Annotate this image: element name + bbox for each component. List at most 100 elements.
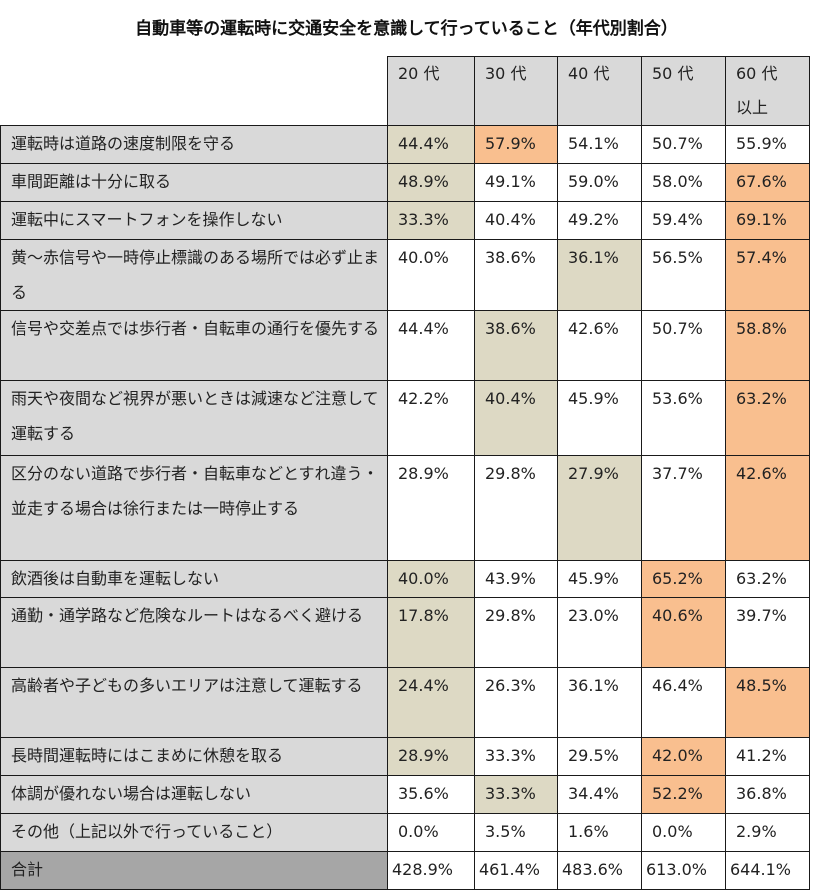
- total-value-cell: 428.9%: [387, 851, 475, 890]
- value-cell: 42.0%: [641, 737, 726, 776]
- value-cell: 50.7%: [641, 125, 726, 164]
- row-label: 信号や交差点では歩行者・自転車の通行を優先する: [0, 310, 388, 381]
- table-row: その他（上記以外で行っていること） 0.0% 3.5% 1.6% 0.0% 2.9%: [0, 813, 810, 852]
- value-cell: 38.6%: [474, 239, 558, 311]
- column-header-50s: 50 代: [641, 56, 726, 126]
- table-row: 高齢者や子どもの多いエリアは注意して運転する 24.4% 26.3% 36.1% 46.…: [0, 667, 810, 738]
- column-header-30s: 30 代: [474, 56, 558, 126]
- value-cell: 42.6%: [725, 455, 810, 561]
- age-group-table: 20 代 30 代 40 代 50 代 60 代以上 運転時は道路の速度制限を守…: [0, 56, 810, 890]
- value-cell: 34.4%: [557, 775, 642, 814]
- row-label: 区分のない道路で歩行者・自転車などとすれ違う・並走する場合は徐行または一時停止す…: [0, 455, 388, 561]
- table-row: 雨天や夜間など視界が悪いときは減速など注意して運転する 42.2% 40.4% 45.…: [0, 380, 810, 456]
- value-cell: 41.2%: [725, 737, 810, 776]
- header-row: 20 代 30 代 40 代 50 代 60 代以上: [0, 56, 810, 126]
- value-cell: 40.6%: [641, 597, 726, 668]
- value-cell: 2.9%: [725, 813, 810, 852]
- column-header-label: 60 代: [736, 64, 778, 83]
- value-cell: 33.3%: [474, 737, 558, 776]
- total-value-cell: 461.4%: [474, 851, 558, 890]
- value-cell: 0.0%: [641, 813, 726, 852]
- value-cell: 45.9%: [557, 560, 642, 598]
- row-label: 運転時は道路の速度制限を守る: [0, 125, 388, 164]
- column-header-label-line2: 以上: [736, 98, 769, 117]
- value-cell: 38.6%: [474, 310, 558, 381]
- value-cell: 67.6%: [725, 163, 810, 202]
- value-cell: 40.4%: [474, 380, 558, 456]
- value-cell: 42.6%: [557, 310, 642, 381]
- table-row: 体調が優れない場合は運転しない 35.6% 33.3% 34.4% 52.2% 36.8%: [0, 775, 810, 814]
- value-cell: 33.3%: [474, 775, 558, 814]
- row-label: 運転中にスマートフォンを操作しない: [0, 201, 388, 240]
- value-cell: 44.4%: [387, 310, 475, 381]
- column-header-label: 20 代: [398, 64, 440, 83]
- total-value-cell: 644.1%: [725, 851, 810, 890]
- total-label: 合計: [0, 851, 388, 890]
- value-cell: 29.5%: [557, 737, 642, 776]
- column-header-label: 50 代: [652, 64, 694, 83]
- total-value-cell: 483.6%: [557, 851, 642, 890]
- column-header-label: 40 代: [568, 64, 610, 83]
- value-cell: 59.4%: [641, 201, 726, 240]
- value-cell: 63.2%: [725, 380, 810, 456]
- value-cell: 53.6%: [641, 380, 726, 456]
- table-row: 黄～赤信号や一時停止標識のある場所では必ず止まる 40.0% 38.6% 36.1% 5…: [0, 239, 810, 311]
- value-cell: 48.9%: [387, 163, 475, 202]
- value-cell: 46.4%: [641, 667, 726, 738]
- value-cell: 3.5%: [474, 813, 558, 852]
- value-cell: 23.0%: [557, 597, 642, 668]
- value-cell: 36.8%: [725, 775, 810, 814]
- row-label: 高齢者や子どもの多いエリアは注意して運転する: [0, 667, 388, 738]
- table-row: 通勤・通学路など危険なルートはなるべく避ける 17.8% 29.8% 23.0% 40.…: [0, 597, 810, 668]
- value-cell: 40.4%: [474, 201, 558, 240]
- value-cell: 50.7%: [641, 310, 726, 381]
- value-cell: 40.0%: [387, 239, 475, 311]
- table-row: 飲酒後は自動車を運転しない 40.0% 43.9% 45.9% 65.2% 63.2%: [0, 560, 810, 598]
- column-header-40s: 40 代: [557, 56, 642, 126]
- value-cell: 39.7%: [725, 597, 810, 668]
- value-cell: 36.1%: [557, 667, 642, 738]
- table-row: 運転時は道路の速度制限を守る 44.4% 57.9% 54.1% 50.7% 55.9%: [0, 125, 810, 164]
- value-cell: 55.9%: [725, 125, 810, 164]
- corner-cell: [0, 56, 388, 126]
- value-cell: 29.8%: [474, 597, 558, 668]
- column-header-label: 30 代: [485, 64, 527, 83]
- value-cell: 28.9%: [387, 737, 475, 776]
- value-cell: 57.4%: [725, 239, 810, 311]
- table-row: 運転中にスマートフォンを操作しない 33.3% 40.4% 49.2% 59.4% 69.…: [0, 201, 810, 240]
- value-cell: 1.6%: [557, 813, 642, 852]
- value-cell: 43.9%: [474, 560, 558, 598]
- row-label: 飲酒後は自動車を運転しない: [0, 560, 388, 598]
- value-cell: 29.8%: [474, 455, 558, 561]
- value-cell: 40.0%: [387, 560, 475, 598]
- value-cell: 37.7%: [641, 455, 726, 561]
- value-cell: 57.9%: [474, 125, 558, 164]
- value-cell: 49.1%: [474, 163, 558, 202]
- value-cell: 17.8%: [387, 597, 475, 668]
- row-label: 黄～赤信号や一時停止標識のある場所では必ず止まる: [0, 239, 388, 311]
- value-cell: 48.5%: [725, 667, 810, 738]
- value-cell: 58.8%: [725, 310, 810, 381]
- table-row: 区分のない道路で歩行者・自転車などとすれ違う・並走する場合は徐行または一時停止す…: [0, 455, 810, 561]
- value-cell: 28.9%: [387, 455, 475, 561]
- total-row: 合計 428.9% 461.4% 483.6% 613.0% 644.1%: [0, 851, 810, 890]
- total-value-cell: 613.0%: [641, 851, 726, 890]
- value-cell: 45.9%: [557, 380, 642, 456]
- value-cell: 44.4%: [387, 125, 475, 164]
- row-label: 車間距離は十分に取る: [0, 163, 388, 202]
- value-cell: 36.1%: [557, 239, 642, 311]
- value-cell: 59.0%: [557, 163, 642, 202]
- value-cell: 35.6%: [387, 775, 475, 814]
- value-cell: 69.1%: [725, 201, 810, 240]
- value-cell: 56.5%: [641, 239, 726, 311]
- row-label: 長時間運転時にはこまめに休憩を取る: [0, 737, 388, 776]
- row-label: 体調が優れない場合は運転しない: [0, 775, 388, 814]
- value-cell: 27.9%: [557, 455, 642, 561]
- value-cell: 54.1%: [557, 125, 642, 164]
- value-cell: 33.3%: [387, 201, 475, 240]
- table-row: 信号や交差点では歩行者・自転車の通行を優先する 44.4% 38.6% 42.6% 50…: [0, 310, 810, 381]
- value-cell: 65.2%: [641, 560, 726, 598]
- column-header-60s-plus: 60 代以上: [725, 56, 810, 126]
- value-cell: 26.3%: [474, 667, 558, 738]
- value-cell: 0.0%: [387, 813, 475, 852]
